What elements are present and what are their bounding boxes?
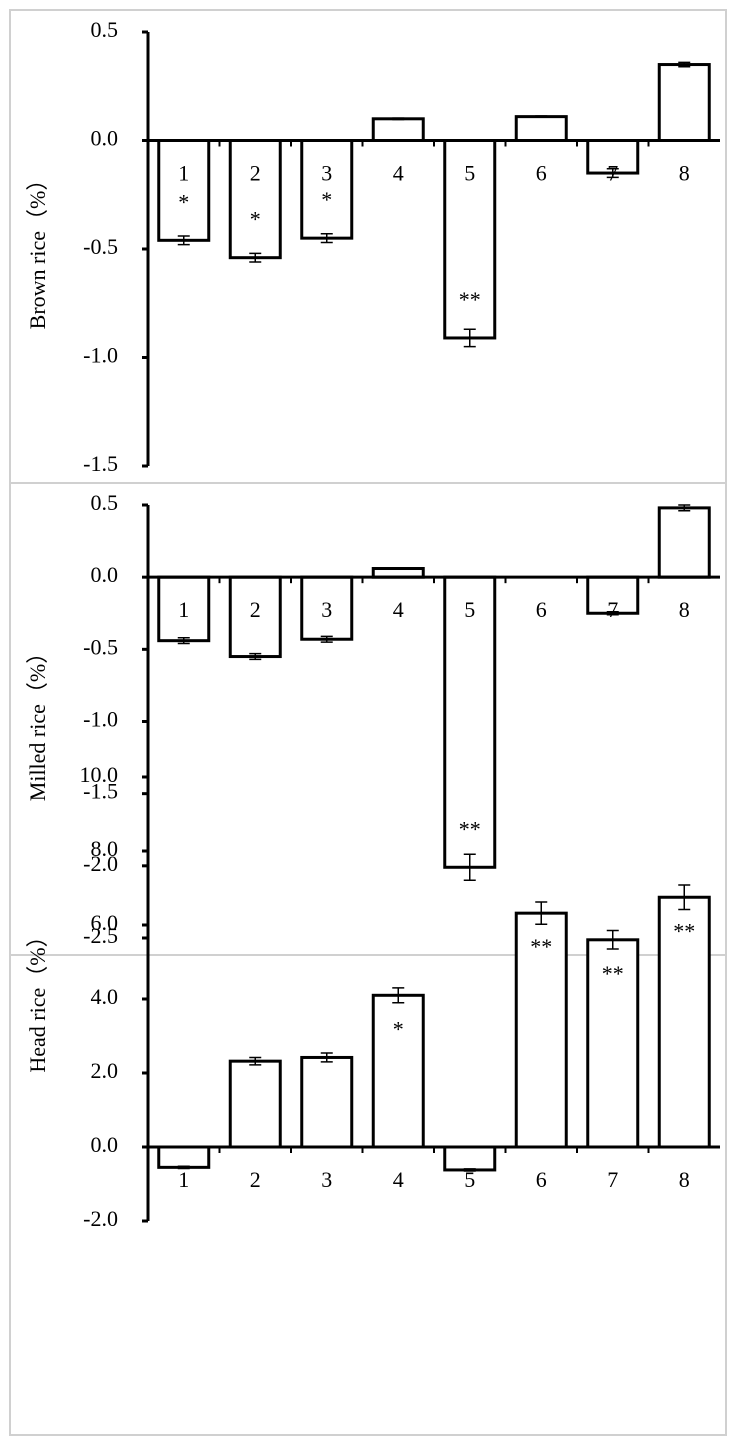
error-bar — [392, 567, 405, 570]
error-bar — [678, 884, 691, 911]
bar — [514, 115, 568, 142]
category-label: 4 — [393, 161, 404, 186]
category-label: 1 — [178, 161, 189, 186]
error-bar — [678, 61, 691, 68]
significance-label: * — [178, 189, 189, 214]
error-bar — [392, 117, 405, 121]
category-label: 5 — [464, 161, 475, 186]
error-bar — [678, 504, 691, 512]
error-bar — [606, 167, 619, 179]
error-bar — [320, 233, 333, 244]
bar — [657, 506, 711, 579]
category-label: 2 — [250, 1167, 261, 1192]
category-label: 8 — [679, 1167, 690, 1192]
category-label: 4 — [393, 597, 404, 622]
error-bar — [463, 853, 476, 882]
error-bar — [606, 611, 619, 616]
error-bar — [463, 1168, 476, 1172]
y-axis-label: Milled rice（%） — [25, 642, 50, 801]
significance-label: ** — [459, 287, 481, 312]
category-label: 6 — [536, 1167, 547, 1192]
y-tick-label: -1.5 — [83, 451, 118, 476]
bar — [371, 117, 425, 143]
bar — [300, 1055, 354, 1149]
significance-label: * — [250, 207, 261, 232]
bar — [157, 575, 211, 643]
y-tick-label: 10.0 — [80, 762, 119, 787]
y-tick-label: 0.0 — [91, 1132, 119, 1157]
significance-label: * — [393, 1016, 404, 1041]
significance-label: ** — [673, 918, 695, 943]
category-label: 7 — [607, 597, 618, 622]
y-tick-label: -1.0 — [83, 343, 118, 368]
error-bar — [249, 652, 262, 661]
significance-label: ** — [602, 961, 624, 986]
error-bar — [463, 328, 476, 348]
y-tick-label: -0.5 — [83, 634, 118, 659]
category-label: 3 — [321, 1167, 332, 1192]
y-tick-label: -0.5 — [83, 234, 118, 259]
y-tick-label: 6.0 — [91, 910, 119, 935]
category-label: 5 — [464, 1167, 475, 1192]
error-bar — [535, 115, 548, 119]
error-bar — [535, 901, 548, 926]
y-tick-label: -2.5 — [83, 923, 118, 948]
category-label: 2 — [250, 161, 261, 186]
category-label: 7 — [607, 1167, 618, 1192]
category-label: 8 — [679, 597, 690, 622]
y-tick-label: -1.0 — [83, 707, 118, 732]
error-bar — [392, 987, 405, 1004]
category-label: 5 — [464, 597, 475, 622]
panel-border — [9, 954, 727, 1436]
bar — [657, 63, 711, 142]
y-tick-label: -2.0 — [83, 851, 118, 876]
error-bar — [177, 1165, 190, 1170]
error-bar — [177, 637, 190, 645]
category-label: 6 — [536, 597, 547, 622]
error-bar — [249, 252, 262, 263]
significance-label: ** — [530, 934, 552, 959]
y-tick-label: 0.5 — [91, 17, 119, 42]
bar — [228, 139, 282, 260]
category-label: 1 — [178, 1167, 189, 1192]
category-label: 8 — [679, 161, 690, 186]
bar — [443, 575, 497, 869]
bar — [228, 575, 282, 659]
category-label: 3 — [321, 161, 332, 186]
y-tick-label: 0.0 — [91, 562, 119, 587]
y-tick-label: 0.5 — [91, 490, 119, 515]
y-axis-label: Head rice（%） — [25, 925, 50, 1072]
y-tick-label: 8.0 — [91, 836, 119, 861]
error-bar — [606, 929, 619, 950]
bar — [228, 1059, 282, 1149]
category-label: 3 — [321, 597, 332, 622]
y-axis-label: Brown rice（%） — [25, 169, 50, 330]
error-bar — [320, 635, 333, 643]
y-tick-label: -1.5 — [83, 779, 118, 804]
y-tick-label: 0.0 — [91, 126, 119, 151]
bar — [586, 938, 640, 1149]
y-tick-label: 4.0 — [91, 984, 119, 1009]
bar — [157, 1145, 211, 1169]
category-label: 2 — [250, 597, 261, 622]
category-label: 1 — [178, 597, 189, 622]
y-tick-label: 2.0 — [91, 1058, 119, 1083]
category-label: 4 — [393, 1167, 404, 1192]
category-label: 6 — [536, 161, 547, 186]
significance-label: * — [321, 187, 332, 212]
error-bar — [249, 1056, 262, 1066]
category-label: 7 — [607, 161, 618, 186]
error-bar — [320, 1052, 333, 1063]
error-bar — [177, 235, 190, 246]
significance-label: ** — [459, 816, 481, 841]
y-tick-label: -2.0 — [83, 1206, 118, 1231]
